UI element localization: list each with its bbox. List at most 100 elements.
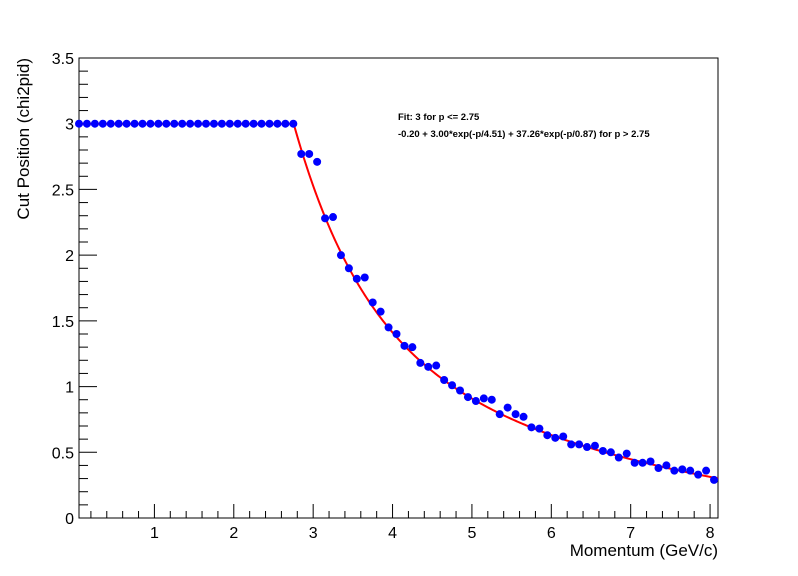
data-point [305,149,314,158]
data-point [702,466,711,475]
data-point [297,149,306,158]
data-point [122,119,131,128]
data-point [321,214,330,223]
data-point [106,119,115,128]
data-point [329,213,338,222]
data-point [114,119,123,128]
data-point [146,119,155,128]
data-point [678,465,687,474]
data-point [138,119,147,128]
fit-annotation-line-2: -0.20 + 3.00*exp(-p/4.51) + 37.26*exp(-p… [398,129,650,140]
data-point [400,341,409,350]
data-point [440,376,449,384]
data-point [170,119,179,128]
x-tick-label: 5 [467,525,476,542]
data-point [686,466,695,475]
data-point [313,157,322,166]
fit-annotation-line-1: Fit: 3 for p <= 2.75 [398,112,480,123]
x-tick-label: 2 [229,525,238,542]
data-point [432,361,441,370]
data-point [178,119,187,128]
data-point [75,119,83,128]
plot-frame [78,57,719,519]
data-point [209,119,218,128]
data-point [225,119,234,128]
data-point [344,264,353,273]
data-point [186,119,195,128]
data-point [194,119,203,128]
data-points [75,119,719,484]
data-point [384,323,393,332]
data-point [670,466,679,475]
y-axis-label: Cut Position (chi2pid) [14,58,33,220]
x-tick-label: 8 [706,525,715,542]
data-point [519,412,528,421]
y-tick-label: 1 [65,380,74,397]
data-point [598,446,607,455]
data-point [162,119,171,128]
data-point [487,395,496,404]
data-point [495,410,504,419]
data-point [265,119,274,128]
data-point [456,386,465,395]
x-tick-label: 4 [388,525,397,542]
data-point [535,424,544,433]
y-tick-label: 0.5 [52,445,74,462]
y-tick-label: 3 [65,117,74,134]
data-point [622,449,631,458]
y-tick-label: 0 [65,511,74,528]
data-point [590,441,599,450]
data-point [638,458,647,467]
y-tick-label: 2 [65,248,74,265]
data-point [392,330,401,338]
data-point [376,307,385,316]
data-point [233,119,242,128]
data-point [130,119,139,128]
data-point [90,119,99,128]
data-point [257,119,266,128]
x-tick-label: 7 [626,525,635,542]
data-point [289,119,298,128]
data-point [710,475,719,484]
data-point [614,453,623,462]
data-point [249,119,258,128]
data-point [559,432,568,441]
y-tick-label: 1.5 [52,314,74,331]
data-point [82,119,91,128]
axis-ticks [79,57,711,519]
data-point [463,393,472,402]
data-point [654,464,663,473]
data-point [662,461,671,470]
data-point [694,470,703,479]
tick-labels: 1 2 3 4 5 6 7 8 0 0.5 1 1.5 2 2.5 3 3.5 [52,51,715,542]
x-axis-label: Momentum (GeV/c) [570,541,718,560]
data-point [646,457,655,466]
data-point [471,397,480,406]
data-point [352,274,361,283]
data-point [583,443,592,452]
data-point [241,119,250,128]
x-tick-label: 1 [150,525,159,542]
data-point [281,119,290,128]
data-point [606,448,615,457]
data-point [448,381,457,390]
data-point [630,458,639,467]
data-point [511,410,520,419]
y-tick-label: 3.5 [52,51,74,68]
data-point [368,298,377,307]
data-point [567,440,576,449]
data-point [424,362,433,371]
data-point [551,433,560,442]
data-point [336,251,345,260]
data-point [360,273,369,282]
data-point [503,403,512,412]
data-point [408,343,417,352]
data-point [98,119,107,128]
data-point [273,119,282,128]
data-point [575,440,584,449]
data-point [154,119,163,128]
x-tick-label: 6 [547,525,556,542]
data-point [479,394,488,403]
